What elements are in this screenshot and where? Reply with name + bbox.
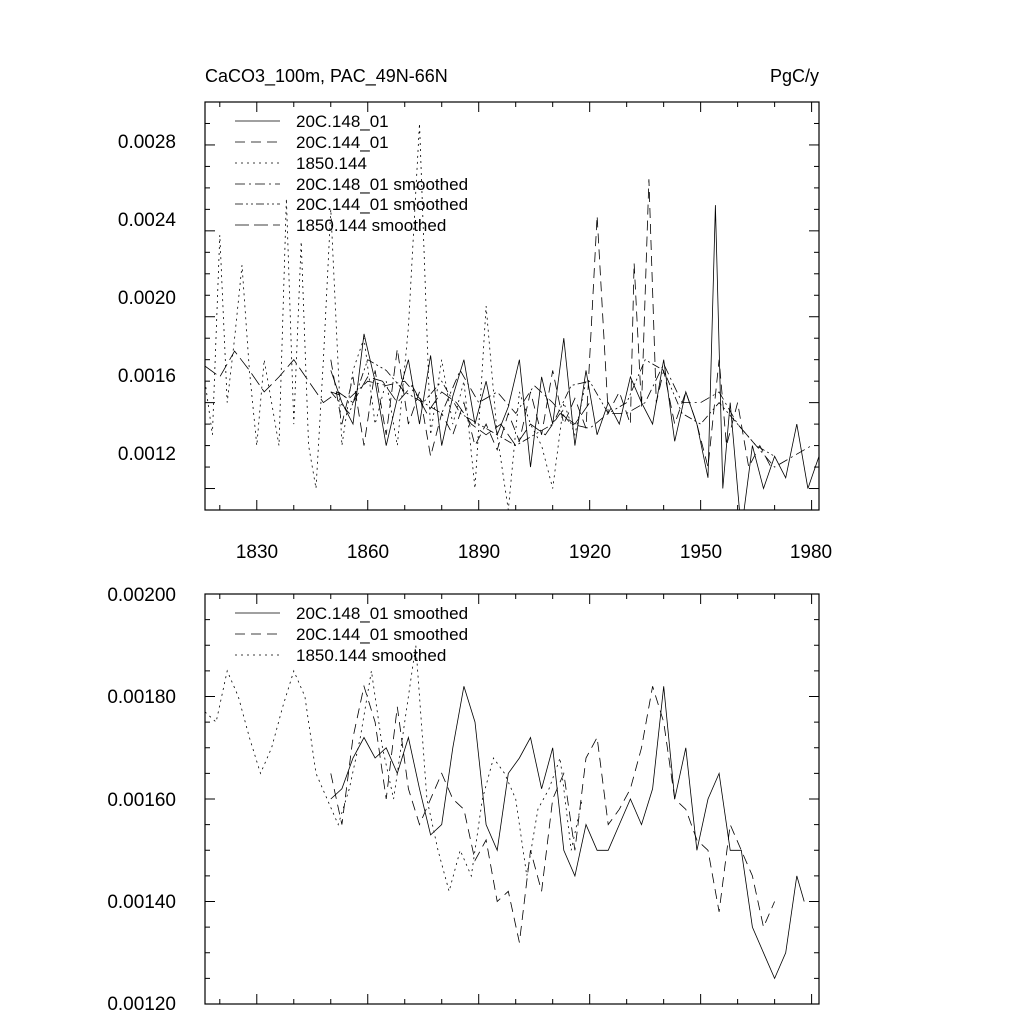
top-series-group <box>205 123 819 510</box>
series-line-20c-144-01-smoothed <box>330 684 775 943</box>
legend-label-1850-144-smoothed: 1850.144 smoothed <box>296 216 446 235</box>
x-tick-label-1920: 1920 <box>569 542 611 563</box>
x-tick-label-1860: 1860 <box>347 542 389 563</box>
series-line-1850-144-smoothed <box>205 350 591 447</box>
top-ticks <box>205 101 819 511</box>
y-tick-label-0.0024: 0.0024 <box>118 210 177 231</box>
legend-label-1850-144: 1850.144 <box>296 154 367 173</box>
legend-label-1850-144-smoothed: 1850.144 smoothed <box>296 646 446 665</box>
y-tick-label-0.0020: 0.0020 <box>118 288 176 309</box>
y-tick-label-0.00180: 0.00180 <box>107 687 176 708</box>
series-line-1850-144 <box>205 123 587 510</box>
top-panel: CaCO3_100m, PAC_49N-66N PgC/y 1830 1860 … <box>118 66 832 563</box>
x-tick-label-1980: 1980 <box>790 542 832 563</box>
bottom-legend: 20C.148_01 smoothed 20C.144_01 smoothed … <box>235 604 468 665</box>
legend-label-20c-148-01: 20C.148_01 <box>296 112 389 131</box>
y-tick-label-0.00160: 0.00160 <box>107 790 176 811</box>
legend-label-20c-144-01-smoothed: 20C.144_01 smoothed <box>296 625 468 644</box>
units-label: PgC/y <box>770 66 819 86</box>
x-tick-label-1830: 1830 <box>236 542 278 563</box>
y-tick-label-0.0028: 0.0028 <box>118 132 176 153</box>
series-line-1850-144-smoothed <box>205 645 583 893</box>
top-x-tick-labels: 1830 1860 1890 1920 1950 1980 <box>236 542 832 563</box>
legend-label-20c-144-01: 20C.144_01 <box>296 133 389 152</box>
top-y-tick-labels: 0.0012 0.0016 0.0020 0.0024 0.0028 <box>118 132 177 465</box>
y-tick-label-0.00120: 0.00120 <box>107 994 176 1015</box>
series-line-20c-144-01 <box>330 179 772 469</box>
series-line-20c-148-01-smoothed <box>330 363 812 468</box>
legend-label-20c-144-01-smoothed: 20C.144_01 smoothed <box>296 195 468 214</box>
x-tick-label-1950: 1950 <box>680 542 722 563</box>
bottom-series-group <box>205 645 805 980</box>
legend-label-20c-148-01-smoothed: 20C.148_01 smoothed <box>296 604 468 623</box>
bottom-ticks <box>205 593 819 1005</box>
top-legend: 20C.148_01 20C.144_01 1850.144 20C.148_0… <box>235 112 468 235</box>
y-tick-label-0.00200: 0.00200 <box>107 585 176 606</box>
legend-label-20c-148-01-smoothed: 20C.148_01 smoothed <box>296 175 468 194</box>
bottom-panel: 0.00120 0.00140 0.00160 0.00180 0.00200 … <box>107 585 820 1015</box>
chart-title: CaCO3_100m, PAC_49N-66N <box>205 66 448 87</box>
y-tick-label-0.00140: 0.00140 <box>107 892 176 913</box>
y-tick-label-0.0012: 0.0012 <box>118 444 176 465</box>
bottom-y-tick-labels: 0.00120 0.00140 0.00160 0.00180 0.00200 <box>107 585 176 1015</box>
x-tick-label-1890: 1890 <box>458 542 500 563</box>
series-line-20c-148-01 <box>330 205 819 510</box>
top-plot-frame <box>204 101 820 511</box>
y-tick-label-0.0016: 0.0016 <box>118 366 176 387</box>
series-line-20c-144-01-smoothed <box>330 359 775 457</box>
